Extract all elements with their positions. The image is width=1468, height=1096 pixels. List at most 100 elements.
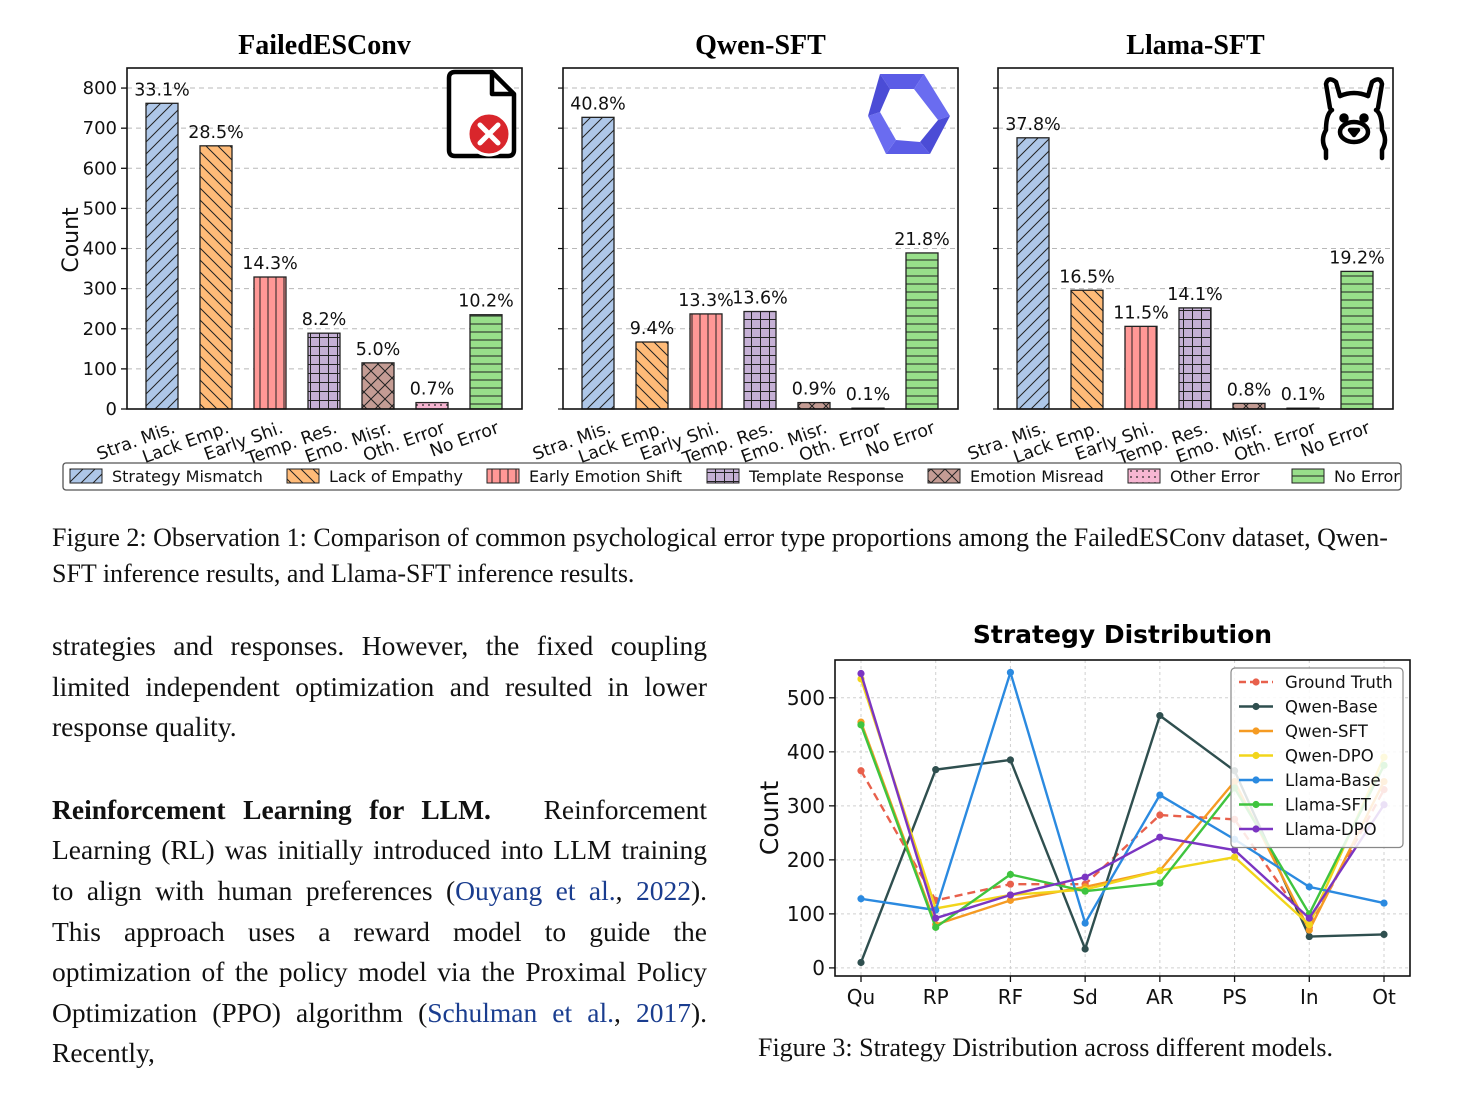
panel-frame xyxy=(126,67,523,410)
bar-hatch xyxy=(199,145,233,410)
citation-ouyang-author[interactable]: Ouyang et al. xyxy=(455,874,616,906)
bar-hatch xyxy=(689,313,723,410)
bar-hatch xyxy=(1016,137,1050,410)
data-point xyxy=(1006,891,1015,899)
section-heading: Reinforcement Learning for LLM. xyxy=(52,793,491,825)
bar-label: 0.7% xyxy=(410,380,454,400)
x-tick-label: Qu xyxy=(847,985,875,1009)
bar-hatch xyxy=(1070,289,1104,410)
x-tick-label: Ot xyxy=(1372,985,1396,1009)
qwen-logo-icon xyxy=(868,74,950,154)
bar-label: 28.5% xyxy=(188,123,244,143)
data-point xyxy=(1156,811,1164,819)
data-point xyxy=(1081,945,1089,953)
citation-schulman-year[interactable]: 2017 xyxy=(635,996,691,1028)
x-tick-label: Sd xyxy=(1072,985,1097,1009)
citation-ouyang-year[interactable]: 2022 xyxy=(635,874,691,906)
data-point xyxy=(1156,867,1164,875)
data-point xyxy=(932,766,940,774)
legend-marker xyxy=(1252,727,1260,735)
data-point xyxy=(932,914,940,922)
x-tick-label: RF xyxy=(998,985,1023,1009)
legend-entry: Ground Truth xyxy=(1285,673,1393,692)
bar-label: 14.1% xyxy=(1167,285,1223,305)
figure-2-caption: Figure 2: Observation 1: Comparison of c… xyxy=(52,523,1388,588)
data-point xyxy=(857,721,865,729)
bar-hatch xyxy=(1124,325,1158,410)
data-point xyxy=(857,669,865,678)
legend-marker xyxy=(1252,678,1260,686)
series-line xyxy=(859,713,1385,963)
bar-hatch xyxy=(361,362,395,410)
legend-marker xyxy=(1252,751,1260,760)
legend-swatch-hatch xyxy=(1291,468,1325,484)
data-point xyxy=(1081,919,1089,927)
data-point xyxy=(1305,883,1313,891)
panel-frame xyxy=(997,67,1394,410)
bar-hatch xyxy=(1340,270,1374,410)
panel-title: Llama-SFT xyxy=(1126,30,1265,61)
bar-label: 40.8% xyxy=(570,94,626,114)
x-tick-label: AR xyxy=(1146,985,1174,1009)
y-tick-label: 400 xyxy=(787,740,825,764)
legend-entry: Qwen-Base xyxy=(1285,698,1378,717)
bar-hatch xyxy=(797,401,831,410)
series-line xyxy=(859,673,1386,921)
y-tick-label: 100 xyxy=(787,902,825,926)
y-tick-label: 0 xyxy=(106,399,117,420)
y-axis-label: Count xyxy=(59,207,84,273)
paragraph-2-text-c: ). Recently, xyxy=(52,996,707,1069)
plot-frame xyxy=(834,659,1411,977)
legend-entry: Early Emotion Shift xyxy=(529,467,682,486)
y-tick-label: 200 xyxy=(83,319,117,340)
bar-hatch xyxy=(1178,307,1212,410)
y-tick-label: 800 xyxy=(83,78,117,99)
y-tick-label: 300 xyxy=(787,794,825,818)
data-point xyxy=(1156,833,1164,841)
data-point xyxy=(1006,756,1015,764)
chart-title: Strategy Distribution xyxy=(973,620,1272,649)
bar-label: 0.8% xyxy=(1227,380,1271,400)
bar-label: 5.0% xyxy=(356,340,400,360)
bar-label: 13.6% xyxy=(732,289,788,309)
y-axis-label: Count xyxy=(755,781,784,855)
paragraph-1: strategies and responses. However, the f… xyxy=(52,630,707,743)
y-tick-label: 700 xyxy=(83,118,117,139)
llama-logo-icon xyxy=(1320,77,1388,161)
series-line xyxy=(859,724,1386,930)
y-tick-label: 600 xyxy=(83,158,117,179)
data-point xyxy=(1006,880,1015,888)
citation-schulman-author[interactable]: Schulman et al. xyxy=(427,996,614,1028)
legend-marker xyxy=(1252,825,1260,833)
bar-hatch xyxy=(253,276,287,410)
series-line xyxy=(860,668,1385,927)
legend-swatch-hatch xyxy=(1127,468,1161,484)
data-point xyxy=(1380,930,1388,939)
bar-label: 0.1% xyxy=(846,385,890,405)
legend-swatch-hatch xyxy=(927,468,961,484)
series-line xyxy=(859,678,1386,927)
bar-hatch xyxy=(635,341,669,410)
bar-label: 0.9% xyxy=(792,380,836,400)
legend-entry: Qwen-SFT xyxy=(1285,722,1369,741)
data-point xyxy=(1006,668,1015,677)
bar-hatch xyxy=(307,332,341,410)
paragraph-2-text-b: ). This approach uses a reward model to … xyxy=(52,874,707,1028)
x-tick-label: PS xyxy=(1222,985,1247,1009)
bar-hatch xyxy=(415,401,449,410)
bar-label: 16.5% xyxy=(1059,267,1115,287)
figure2-legend: Strategy Mismatch Lack of Empathy Early Em… xyxy=(62,462,1402,491)
legend-swatch-hatch xyxy=(486,468,520,484)
data-point xyxy=(1006,870,1015,879)
data-point xyxy=(1081,887,1089,895)
bar-label: 19.2% xyxy=(1329,248,1385,268)
y-tick-label: 0 xyxy=(812,956,825,980)
legend-entry: Strategy Mismatch xyxy=(112,467,263,486)
bar-label: 10.2% xyxy=(458,292,514,312)
data-point xyxy=(1305,932,1313,941)
panel-title: Qwen-SFT xyxy=(695,30,826,61)
bar-label: 9.4% xyxy=(630,319,674,339)
y-tick-label: 100 xyxy=(83,359,117,380)
